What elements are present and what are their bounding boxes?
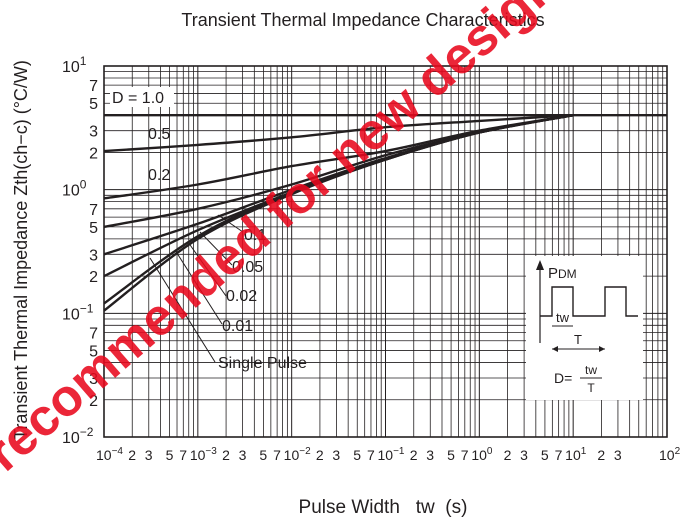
leader-line xyxy=(149,257,216,363)
y-tick-label: 10−1 xyxy=(62,301,94,323)
x-tick-label: 2 xyxy=(597,447,605,463)
label-single-pulse: Single Pulse xyxy=(218,355,307,372)
inset-d-formula: D= xyxy=(554,370,572,386)
x-tick-label: 3 xyxy=(520,447,528,463)
x-tick-label: 2 xyxy=(222,447,230,463)
y-tick-label: 100 xyxy=(62,178,87,200)
x-tick-label: 10−3 xyxy=(190,446,217,463)
x-tick-label: 100 xyxy=(471,446,493,463)
y-tick-label: 101 xyxy=(62,54,87,76)
leader-line xyxy=(187,241,227,297)
y-tick-label: 3 xyxy=(89,124,98,141)
x-tick-label: 7 xyxy=(555,447,563,463)
not-recommended-watermark: Not recommended for new design xyxy=(0,0,569,524)
x-tick-label: 2 xyxy=(504,447,512,463)
series-line-0.5 xyxy=(103,114,574,153)
x-tick-label: 3 xyxy=(239,447,247,463)
label-d-1.0: D = 1.0 xyxy=(112,90,164,107)
label-d-background xyxy=(110,87,174,107)
leader-line xyxy=(217,214,244,233)
curve-labels: D = 1.0 0.5 0.2 0.1 0.05 0.02 0.01 Singl… xyxy=(110,87,307,372)
duty-cycle-inset: PDM tw T D= tw T xyxy=(526,256,643,400)
curves xyxy=(103,113,667,312)
x-tick-label: 3 xyxy=(332,447,340,463)
y-tick-label: 10−2 xyxy=(62,425,94,447)
y-axis-title: Transient Thermal Impedance Zth(ch−c) (°… xyxy=(11,60,31,440)
y-tick-label: 7 xyxy=(89,78,98,95)
leader-lines xyxy=(149,214,244,363)
x-tick-label: 3 xyxy=(145,447,153,463)
inset-pdm-label: PDM xyxy=(548,265,577,282)
y-tick-label: 7 xyxy=(89,325,98,342)
y-tick-label: 5 xyxy=(89,220,98,237)
plot-frame xyxy=(103,65,668,438)
x-tick-label: 10−4 xyxy=(96,446,123,463)
x-tick-label: 5 xyxy=(447,447,455,463)
x-tick-labels: 10−4 2 3 5 7 10−3 2 3 5 7 10−2 2 3 5 7 10−1 2 3 5 7 100 2 3 5 7 1… xyxy=(96,446,681,463)
inset-d-denominator: T xyxy=(587,381,595,395)
x-axis-title: Pulse Width tw (s) xyxy=(299,497,468,518)
x-tick-label: 10−1 xyxy=(378,446,405,463)
x-tick-label: 3 xyxy=(614,447,622,463)
y-tick-label: 2 xyxy=(89,393,98,410)
x-tick-label: 7 xyxy=(367,447,375,463)
chart-title: Transient Thermal Impedance Characterist… xyxy=(181,10,544,30)
inset-t-arrow-left xyxy=(552,346,558,352)
y-tick-label: 5 xyxy=(89,344,98,361)
series-line-0.2 xyxy=(103,114,574,200)
x-tick-label: 5 xyxy=(353,447,361,463)
y-tick-label: 5 xyxy=(89,96,98,113)
x-tick-label: 2 xyxy=(410,447,418,463)
leader-line xyxy=(174,249,223,325)
x-tick-label: 7 xyxy=(461,447,469,463)
inset-d-numerator: tw xyxy=(585,363,597,377)
x-tick-label: 102 xyxy=(659,446,681,463)
leader-line xyxy=(199,231,233,266)
y-tick-label: 2 xyxy=(89,269,98,286)
inset-arrowhead xyxy=(536,260,544,270)
y-tick-label: 2 xyxy=(89,145,98,162)
y-tick-label: 3 xyxy=(89,371,98,388)
x-tick-label: 5 xyxy=(541,447,549,463)
x-tick-label: 2 xyxy=(128,447,136,463)
inset-pulse-train xyxy=(540,286,638,317)
inset-tw-label: tw xyxy=(556,310,570,325)
inset-t-arrow-right xyxy=(599,346,605,352)
x-tick-label: 2 xyxy=(316,447,324,463)
label-0.01: 0.01 xyxy=(222,318,253,335)
label-0.5: 0.5 xyxy=(148,126,170,143)
x-tick-label: 5 xyxy=(166,447,174,463)
y-tick-label: 7 xyxy=(89,202,98,219)
label-0.2: 0.2 xyxy=(148,167,170,184)
inset-period-label: T xyxy=(574,332,582,347)
series-line-single-pulse xyxy=(103,114,574,312)
x-tick-label: 101 xyxy=(565,446,587,463)
x-tick-label: 3 xyxy=(426,447,434,463)
x-tick-label: 7 xyxy=(179,447,187,463)
x-tick-label: 5 xyxy=(259,447,267,463)
y-tick-label: 3 xyxy=(89,247,98,264)
inset-background xyxy=(526,256,643,400)
label-0.02: 0.02 xyxy=(226,288,257,305)
label-0.1: 0.1 xyxy=(244,227,266,244)
label-0.05: 0.05 xyxy=(232,259,263,276)
x-tick-label: 10−2 xyxy=(284,446,311,463)
x-tick-label: 7 xyxy=(273,447,281,463)
